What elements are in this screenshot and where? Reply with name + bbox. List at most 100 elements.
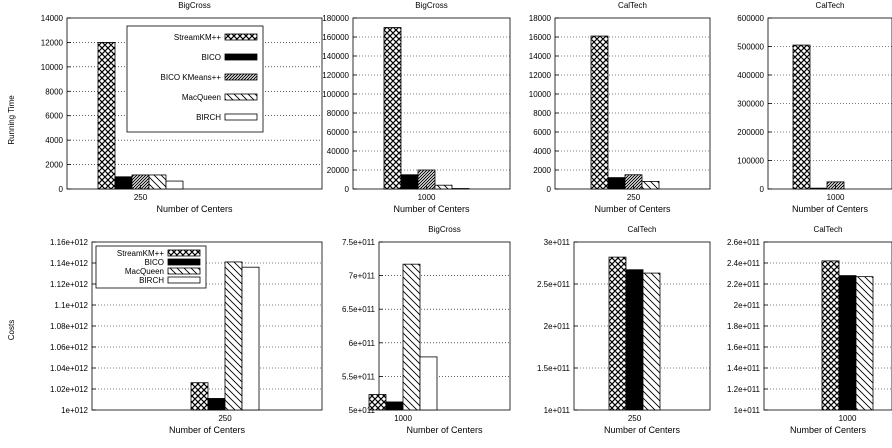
bar-bico	[625, 269, 644, 411]
bar-bico	[385, 401, 404, 411]
legend-swatch-bico	[224, 53, 258, 61]
bar-macqueen	[434, 184, 453, 190]
x-axis-label: Number of Centers	[393, 204, 470, 214]
y-tick-label: 1.06e+012	[50, 343, 89, 352]
y-tick-label: 600000	[737, 14, 764, 23]
y-tick-label: 2.4e+011	[727, 259, 761, 268]
y-tick-label: 140000	[322, 52, 349, 61]
y-tick-label: 2e+011	[734, 301, 761, 310]
x-axis-label: Number of Centers	[156, 204, 233, 214]
y-tick-label: 2.2e+011	[727, 280, 761, 289]
y-tick-label: 1.04e+012	[50, 364, 89, 373]
y-tick-label: 7.5e+011	[342, 238, 376, 247]
bar-birch	[241, 266, 260, 411]
y-tick-label: 7e+011	[349, 272, 376, 281]
legend-swatch-streamkm-	[167, 249, 201, 257]
bar-streamkm-	[368, 394, 387, 411]
x-axis-label: Number of Centers	[594, 204, 671, 214]
y-tick-label: 1e+011	[734, 406, 761, 415]
chart-title: BigCross	[415, 1, 447, 10]
y-tick-label: 1.5e+011	[537, 364, 571, 373]
y-tick-label: 4000	[533, 147, 551, 156]
y-tick-label: 4000	[45, 136, 63, 145]
y-tick-label: 6.5e+011	[342, 305, 376, 314]
y-tick-label: 1.2e+011	[727, 385, 761, 394]
chart-title: BigCross	[178, 1, 210, 10]
y-tick-label: 1.4e+011	[727, 364, 761, 373]
bar-macqueen	[642, 272, 661, 411]
legend-label: BIRCH	[139, 276, 164, 285]
y-tick-label: 2e+011	[544, 322, 571, 331]
y-tick-label: 8000	[533, 109, 551, 118]
legend-label: MacQueen	[182, 93, 221, 102]
bar-streamkm-	[190, 382, 209, 411]
y-tick-label: 1.12e+012	[50, 280, 89, 289]
y-tick-label: 1.6e+011	[727, 343, 761, 352]
chart-title: BigCross	[428, 225, 460, 234]
y-tick-label: 5.5e+011	[342, 372, 376, 381]
bar-streamkm-	[821, 260, 840, 411]
x-tick-label: 1000	[827, 193, 845, 202]
plot-frame	[554, 17, 711, 190]
bar-macqueen	[641, 180, 660, 190]
y-tick-label: 6000	[533, 128, 551, 137]
chart-panel: 0 2000 4000 6000 8000 10000 12000 14000 16000 180…	[529, 1, 711, 214]
plot-frame	[66, 17, 323, 190]
legend-swatch-macqueen	[167, 267, 201, 275]
y-tick-label: 0	[547, 185, 552, 194]
x-tick-label: 250	[134, 193, 148, 202]
y-tick-label: 100000	[322, 90, 349, 99]
bar-streamkm-	[590, 35, 609, 190]
chart-panel: 1e+011 1.5e+011 2e+011 2.5e+011 3e+011 250 Num…	[537, 225, 711, 435]
y-tick-label: 1e+012	[61, 406, 88, 415]
x-tick-label: 1000	[839, 414, 857, 423]
y-tick-label: 180000	[322, 14, 349, 23]
y-tick-label: 12000	[41, 38, 64, 47]
y-tick-label: 120000	[322, 71, 349, 80]
row-labels: Running Time Costs	[7, 95, 16, 340]
y-tick-label: 300000	[737, 100, 764, 109]
bar-bico	[114, 176, 133, 190]
y-tick-label: 3e+011	[544, 238, 571, 247]
y-tick-label: 18000	[529, 14, 552, 23]
y-tick-label: 100000	[737, 157, 764, 166]
bar-macqueen	[855, 276, 874, 411]
bar-birch	[419, 356, 438, 411]
bar-streamkm-	[608, 256, 627, 411]
chart-panel: 5e+011 5.5e+011 6e+011 6.5e+011 7e+011 7.5e+0…	[342, 225, 511, 435]
y-tick-label: 0	[345, 185, 350, 194]
y-tick-label: 1.14e+012	[50, 259, 89, 268]
y-tick-label: 60000	[327, 128, 350, 137]
x-axis-label: Number of Centers	[790, 425, 867, 435]
y-tick-label: 1e+011	[544, 406, 571, 415]
y-tick-label: 2000	[45, 161, 63, 170]
x-axis-label: Number of Centers	[604, 425, 681, 435]
bar-birch	[165, 180, 184, 190]
bar-macqueen	[148, 174, 167, 190]
legend-label: StreamKM++	[174, 33, 221, 42]
y-tick-label: 40000	[327, 147, 350, 156]
bar-bico	[838, 275, 857, 411]
legend-label: BIRCH	[196, 113, 221, 122]
y-tick-label: 8000	[45, 87, 63, 96]
legend-label: StreamKM++	[117, 249, 164, 258]
legend-swatch-streamkm-	[224, 33, 258, 41]
chart-panel: 0 100000 200000 300000 400000 500000 600000 100…	[737, 1, 892, 214]
y-tick-label: 2.5e+011	[537, 280, 571, 289]
y-tick-label: 80000	[327, 109, 350, 118]
x-tick-label: 250	[218, 414, 232, 423]
chart-panel: 1e+012 1.02e+012 1.04e+012 1.06e+012 1.08e+0…	[50, 238, 323, 435]
y-tick-label: 6000	[45, 112, 63, 121]
x-axis-label: Number of Centers	[792, 204, 869, 214]
legend-label: BICO KMeans++	[161, 73, 222, 82]
y-tick-label: 500000	[737, 43, 764, 52]
legend: StreamKM++ BICO BICO KMeans++ MacQueen BIRCH	[126, 25, 264, 133]
bar-bico	[809, 187, 828, 190]
y-tick-label: 400000	[737, 71, 764, 80]
y-tick-label: 6e+011	[349, 339, 376, 348]
y-tick-label: 1.1e+012	[54, 301, 88, 310]
chart-panel: 1e+011 1.2e+011 1.4e+011 1.6e+011 1.8e+011 2e…	[727, 225, 892, 435]
bar-streamkm-	[97, 42, 116, 190]
